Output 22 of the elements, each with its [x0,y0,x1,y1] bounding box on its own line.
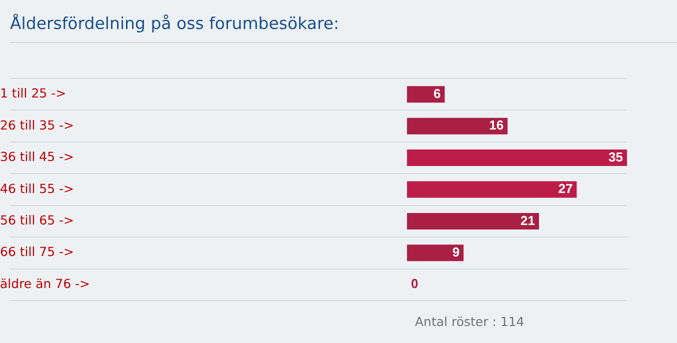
y-tick-label: 66 till 75 -> [0,244,74,260]
text: Antal röster : 114 [415,314,524,329]
data-label: 21 [520,212,535,228]
text: Åldersfördelning på oss forumbesökare: [10,14,340,33]
data-label: 27 [558,181,573,196]
bar [407,86,445,103]
bar [407,244,464,262]
bar [407,212,539,230]
data-label: 9 [452,244,460,260]
bar [407,150,627,166]
data-label: 35 [608,149,623,164]
y-tick-label: 36 till 45 -> [0,149,74,164]
data-label: 16 [489,118,504,133]
y-tick-label: äldre än 76 -> [0,276,90,291]
y-tick-label: 56 till 65 -> [0,212,74,228]
y-tick-label: 26 till 35 -> [0,117,74,132]
data-label: 0 [411,276,418,292]
data-label: 6 [433,86,441,101]
y-tick-label: 46 till 55 -> [0,180,74,196]
y-tick-label: 1 till 25 -> [0,86,66,101]
bar [407,118,508,134]
bar [407,181,577,198]
